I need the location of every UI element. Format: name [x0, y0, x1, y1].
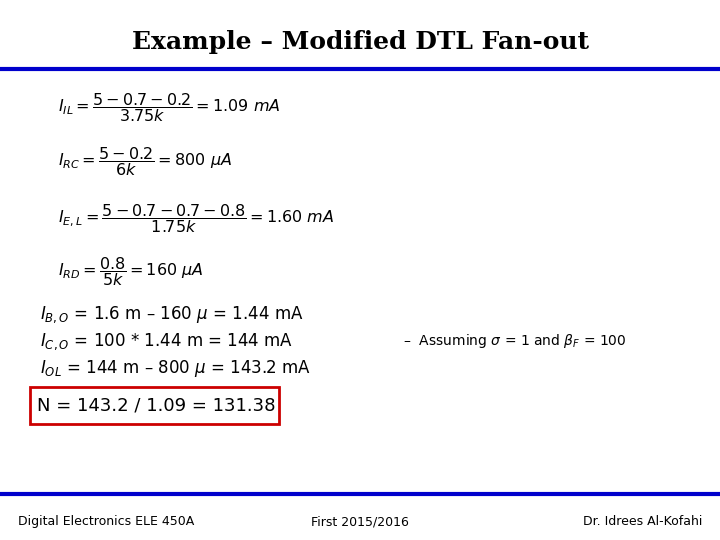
FancyBboxPatch shape	[30, 387, 279, 424]
Text: $I_{IL} = \dfrac{5-0.7-0.2}{3.75k} = 1.09\ mA$: $I_{IL} = \dfrac{5-0.7-0.2}{3.75k} = 1.0…	[58, 91, 280, 125]
Text: Dr. Idrees Al-Kofahi: Dr. Idrees Al-Kofahi	[582, 515, 702, 528]
Text: $I_{RD} = \dfrac{0.8}{5k} = 160\ \mu A$: $I_{RD} = \dfrac{0.8}{5k} = 160\ \mu A$	[58, 255, 203, 288]
Text: –  Assuming $\sigma$ = 1 and $\beta_F$ = 100: – Assuming $\sigma$ = 1 and $\beta_F$ = …	[403, 332, 627, 350]
Text: $I_{B,O}$ = 1.6 m – 160 $\mu$ = 1.44 mA: $I_{B,O}$ = 1.6 m – 160 $\mu$ = 1.44 mA	[40, 304, 303, 325]
Text: $I_{C,O}$ = 100 * 1.44 m = 144 mA: $I_{C,O}$ = 100 * 1.44 m = 144 mA	[40, 331, 293, 352]
Text: Digital Electronics ELE 450A: Digital Electronics ELE 450A	[18, 515, 194, 528]
Text: $I_{E,L} = \dfrac{5-0.7-0.7-0.8}{1.75k} = 1.60\ mA$: $I_{E,L} = \dfrac{5-0.7-0.7-0.8}{1.75k} …	[58, 202, 334, 235]
Text: N = 143.2 / 1.09 = 131.38: N = 143.2 / 1.09 = 131.38	[37, 396, 276, 415]
Text: $I_{OL}$ = 144 m – 800 $\mu$ = 143.2 mA: $I_{OL}$ = 144 m – 800 $\mu$ = 143.2 mA	[40, 358, 311, 379]
Text: First 2015/2016: First 2015/2016	[311, 515, 409, 528]
Text: $I_{RC} = \dfrac{5-0.2}{6k} = 800\ \mu A$: $I_{RC} = \dfrac{5-0.2}{6k} = 800\ \mu A…	[58, 145, 232, 179]
Text: Example – Modified DTL Fan-out: Example – Modified DTL Fan-out	[132, 30, 588, 53]
